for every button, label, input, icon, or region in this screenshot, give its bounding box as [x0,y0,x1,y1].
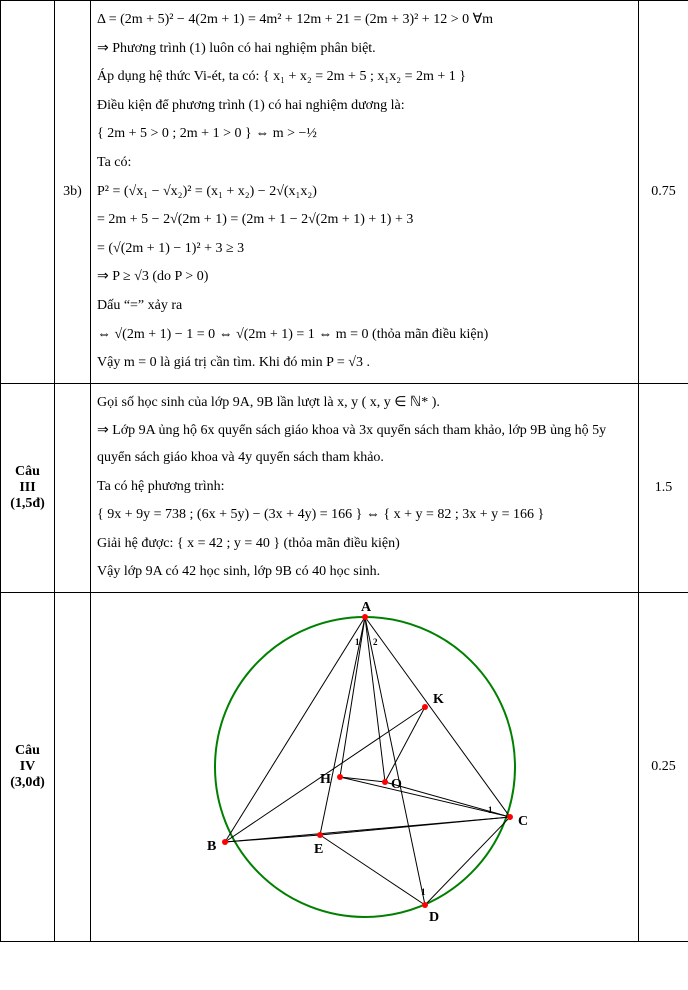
question-cell [1,1,55,384]
math-line: Gọi số học sinh của lớp 9A, 9B lần lượt … [97,390,632,417]
math-line: = (√(2m + 1) − 1)² + 3 ≥ 3 [97,236,632,263]
math-line: Áp dụng hệ thức Vi-ét, ta có: { x₁ + x₂ … [97,64,632,91]
answer-table: 3b) Δ = (2m + 5)² − 4(2m + 1) = 4m² + 12… [0,0,688,942]
math-line: Điều kiện để phương trình (1) có hai ngh… [97,93,632,120]
svg-text:A: A [361,600,372,615]
math-line: Ta có hệ phương trình: [97,474,632,501]
table-row: Câu IV (3,0đ) A B C D E H O K 1 2 1 1 0.25 [1,592,688,941]
svg-text:D: D [429,910,439,925]
part-cell: 3b) [55,1,91,384]
part-cell [55,383,91,592]
svg-text:1: 1 [488,805,493,815]
solution-cell: Δ = (2m + 5)² − 4(2m + 1) = 4m² + 12m + … [91,1,639,384]
page: 3b) Δ = (2m + 5)² − 4(2m + 1) = 4m² + 12… [0,0,688,942]
math-line: Ta có: [97,150,632,177]
math-line: Vậy lớp 9A có 42 học sinh, lớp 9B có 40 … [97,559,632,586]
math-line: ⇒ Phương trình (1) luôn có hai nghiệm ph… [97,36,632,63]
math-line: = 2m + 5 − 2√(2m + 1) = (2m + 1 − 2√(2m … [97,207,632,234]
part-cell [55,592,91,941]
math-line: P² = (√x₁ − √x₂)² = (x₁ + x₂) − 2√(x₁x₂) [97,179,632,206]
math-line: Giải hệ được: { x = 42 ; y = 40 } (thỏa … [97,531,632,558]
math-line: { 2m + 5 > 0 ; 2m + 1 > 0 } ⇔ m > −½ [97,121,632,148]
svg-text:K: K [433,692,444,707]
svg-text:H: H [320,772,331,787]
math-line: Δ = (2m + 5)² − 4(2m + 1) = 4m² + 12m + … [97,7,632,34]
svg-text:2: 2 [373,637,378,647]
table-row: 3b) Δ = (2m + 5)² − 4(2m + 1) = 4m² + 12… [1,1,688,384]
question-cell: Câu IV (3,0đ) [1,592,55,941]
solution-cell: Gọi số học sinh của lớp 9A, 9B lần lượt … [91,383,639,592]
question-cell: Câu III (1,5đ) [1,383,55,592]
svg-text:1: 1 [421,887,426,897]
table-row: Câu III (1,5đ) Gọi số học sinh của lớp 9… [1,383,688,592]
math-line: ⇒ P ≥ √3 (do P > 0) [97,264,632,291]
diagram-cell: A B C D E H O K 1 2 1 1 [91,592,639,941]
math-line: ⇒ Lớp 9A ủng hộ 6x quyển sách giáo khoa … [97,418,632,471]
svg-text:B: B [207,839,216,854]
score-cell: 0.75 [639,1,688,384]
score-cell: 1.5 [639,383,688,592]
geometry-diagram: A B C D E H O K 1 2 1 1 [105,597,625,937]
svg-text:O: O [391,777,402,792]
math-line: Dấu “=” xảy ra [97,293,632,320]
svg-text:1: 1 [355,637,360,647]
score-cell: 0.25 [639,592,688,941]
svg-text:C: C [518,814,528,829]
math-line: { 9x + 9y = 738 ; (6x + 5y) − (3x + 4y) … [97,502,632,529]
svg-text:E: E [314,842,323,857]
math-line: Vậy m = 0 là giá trị cần tìm. Khi đó min… [97,350,632,377]
math-line: ⇔ √(2m + 1) − 1 = 0 ⇔ √(2m + 1) = 1 ⇔ m … [97,322,632,349]
